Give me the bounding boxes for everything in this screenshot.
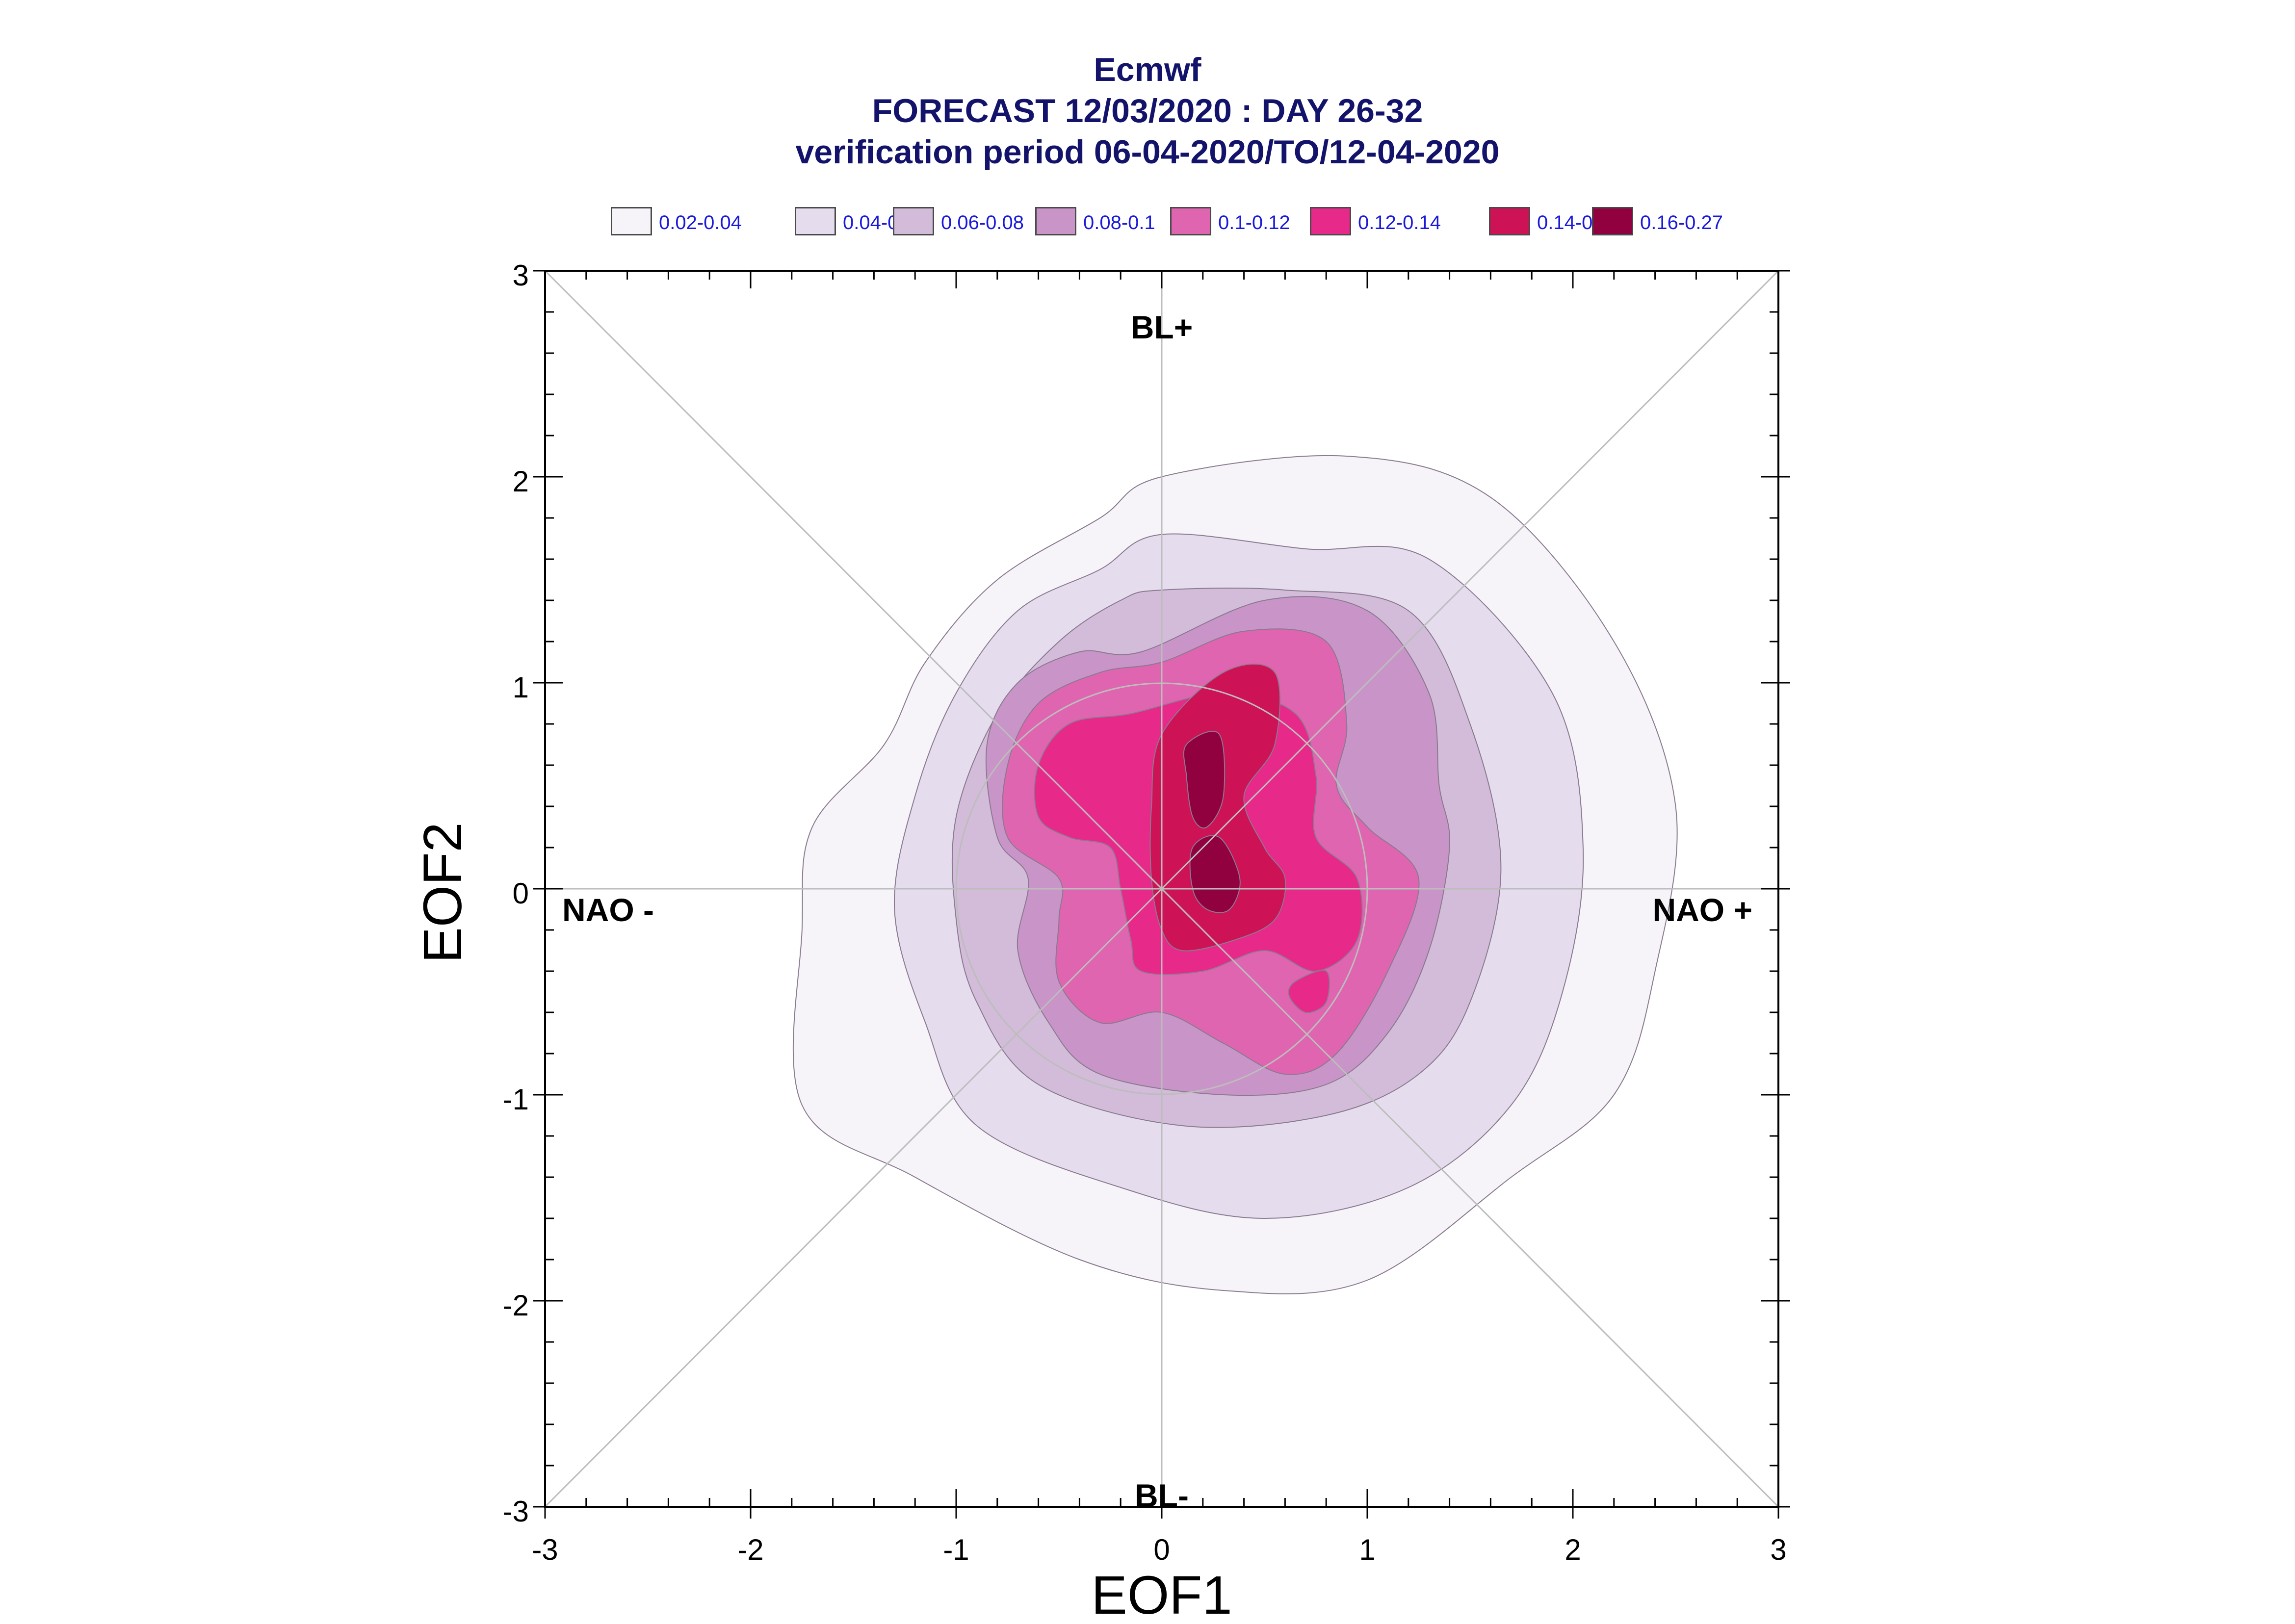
y-axis-title: EOF2: [413, 822, 473, 963]
y-tick-label: -1: [503, 1083, 529, 1116]
y-tick-label: 3: [513, 259, 529, 292]
contour-layers: [792, 455, 1678, 1294]
x-tick-label: -2: [737, 1533, 763, 1566]
legend-label: 0.1-0.12: [1218, 212, 1290, 233]
y-tick-label: -2: [503, 1289, 529, 1322]
legend-swatch: [1489, 207, 1530, 235]
legend-swatch: [1592, 207, 1633, 235]
x-tick-label: -3: [532, 1533, 558, 1566]
unit-circle-guide: [955, 682, 1368, 1095]
x-tick-label: 1: [1359, 1533, 1375, 1566]
contour-level-0.12-0.14: [1288, 970, 1330, 1013]
legend-swatch: [1170, 207, 1211, 235]
legend-label: 0.02-0.04: [659, 212, 742, 233]
legend-label: 0.16-0.27: [1640, 212, 1723, 233]
legend-label: 0.08-0.1: [1083, 212, 1155, 233]
y-tick-label: 2: [513, 465, 529, 498]
y-tick-label: 1: [513, 671, 529, 704]
regime-label-top: BL+: [1131, 309, 1193, 345]
title-line-2: FORECAST 12/03/2020 : DAY 26-32: [872, 92, 1423, 129]
regime-label-left: NAO -: [562, 892, 654, 928]
legend-swatch: [893, 207, 934, 235]
legend-swatch: [611, 207, 652, 235]
x-tick-label: -1: [943, 1533, 969, 1566]
legend-label: 0.12-0.14: [1358, 212, 1441, 233]
diagonal-guide: [544, 270, 1779, 1508]
contour-level-0.16-0.27: [1183, 731, 1226, 829]
regime-label-bottom: BL-: [1135, 1477, 1189, 1514]
x-tick-label: 2: [1565, 1533, 1581, 1566]
legend-swatch: [1310, 207, 1351, 235]
y-tick-label: -3: [503, 1495, 529, 1528]
title-line-3: verification period 06-04-2020/TO/12-04-…: [795, 133, 1500, 171]
y-tick-label: 0: [513, 877, 529, 910]
x-tick-label: 0: [1153, 1533, 1170, 1566]
legend-label: 0.06-0.08: [941, 212, 1024, 233]
x-tick-label: 3: [1770, 1533, 1786, 1566]
legend-swatch: [795, 207, 836, 235]
x-axis-title: EOF1: [1091, 1565, 1232, 1624]
axis-ticks: [533, 270, 1790, 1519]
legend-swatch: [1035, 207, 1076, 235]
title-line-1: Ecmwf: [1094, 51, 1201, 88]
regime-label-right: NAO +: [1652, 892, 1752, 928]
guide-lines: [544, 270, 1779, 1508]
chart-title: Ecmwf FORECAST 12/03/2020 : DAY 26-32 ve…: [0, 49, 2295, 173]
